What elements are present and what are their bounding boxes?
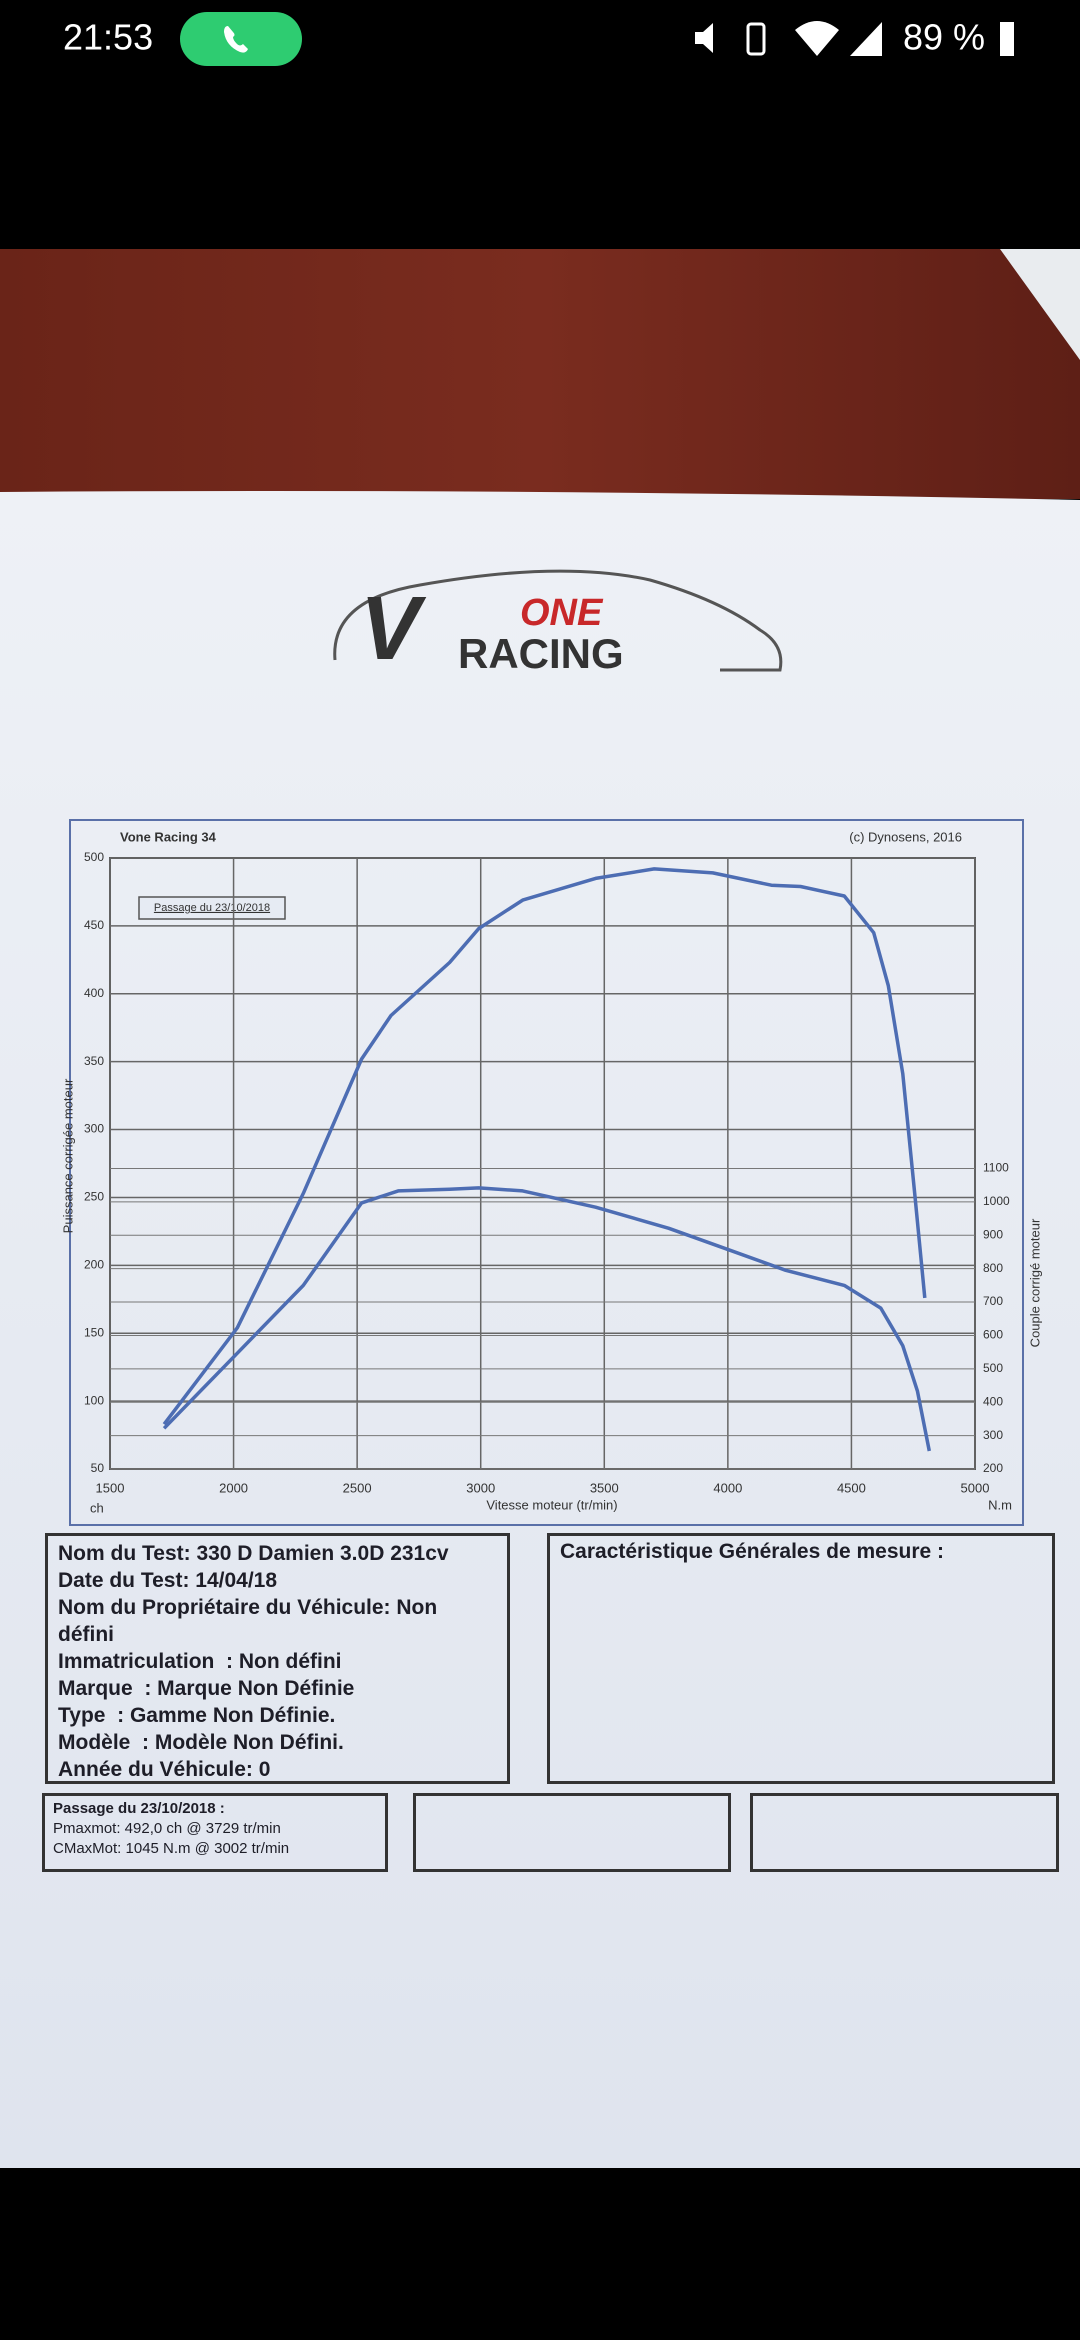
info-line: Année du Véhicule: 0 — [58, 1758, 271, 1781]
y-tick-label: 100 — [84, 1393, 104, 1407]
y2-tick-label: 1000 — [983, 1194, 1010, 1208]
passage-box: Passage du 23/10/2018 : Pmaxmot: 492,0 ch… — [42, 1793, 388, 1872]
info-line: Date du Test: 14/04/18 — [58, 1569, 278, 1592]
x-tick-label: 4500 — [837, 1480, 866, 1495]
logo-racing: RACING — [458, 630, 624, 677]
y-tick-label: 350 — [84, 1054, 104, 1068]
y2-tick-label: 1100 — [983, 1161, 1009, 1175]
y-tick-label: 500 — [84, 850, 104, 864]
info-line: CMaxMot: 1045 N.m @ 3002 tr/min — [53, 1840, 290, 1857]
y-tick-label: 250 — [84, 1190, 104, 1204]
series-line — [162, 1186, 932, 1452]
logo-one: ONE — [520, 592, 604, 634]
y-axis-label: Puissance corrigée moteur — [60, 1078, 75, 1233]
y2-tick-label: 500 — [983, 1361, 1003, 1375]
y2-tick-label: 900 — [983, 1227, 1003, 1241]
info-line: Nom du Test: 330 D Damien 3.0D 231cv — [58, 1542, 449, 1565]
volume-icon — [695, 23, 713, 53]
empty-box — [750, 1793, 1059, 1872]
x-tick-label: 3000 — [466, 1480, 495, 1495]
y2-unit: N.m — [988, 1497, 1012, 1512]
info-line: Nom du Propriétaire du Véhicule: Non déf… — [58, 1596, 444, 1646]
y-tick-label: 450 — [84, 918, 104, 932]
x-axis-label: Vitesse moteur (tr/min) — [486, 1497, 617, 1512]
info-line: Modèle : Modèle Non Défini. — [58, 1731, 344, 1754]
signal-icon — [850, 22, 882, 56]
y-tick-label: 200 — [84, 1258, 104, 1272]
y-tick-label: 50 — [91, 1461, 105, 1475]
y2-axis-label: Couple corrigé moteur — [1027, 1218, 1042, 1347]
logo-car-outline — [333, 569, 783, 672]
vibrate-icon — [746, 22, 766, 56]
wifi-icon — [795, 21, 839, 56]
call-icon — [224, 26, 248, 53]
y2-tick-label: 700 — [983, 1294, 1003, 1308]
paper — [0, 491, 1080, 2168]
x-tick-label: 1500 — [96, 1480, 125, 1495]
battery-icon — [1000, 22, 1014, 56]
x-tick-label: 5000 — [961, 1480, 990, 1495]
x-tick-label: 2000 — [219, 1480, 248, 1495]
info-line: Marque : Marque Non Définie — [58, 1677, 355, 1700]
chart-header-left: Vone Racing 34 — [120, 829, 217, 844]
y-tick-label: 300 — [84, 1122, 104, 1136]
status-battery: 89 % — [903, 17, 985, 58]
chart-frame — [69, 819, 1024, 1526]
photo-cloth — [0, 249, 1080, 499]
y2-tick-label: 200 — [983, 1461, 1003, 1475]
x-tick-label: 4000 — [713, 1480, 742, 1495]
y-tick-label: 150 — [84, 1325, 104, 1339]
info-line: Passage du 23/10/2018 : — [53, 1800, 225, 1817]
x-tick-label: 3500 — [590, 1480, 619, 1495]
chart-header-right: (c) Dynosens, 2016 — [849, 829, 962, 844]
y2-tick-label: 800 — [983, 1261, 1003, 1275]
y2-tick-label: 400 — [983, 1394, 1003, 1408]
y2-tick-label: 600 — [983, 1328, 1003, 1342]
legend-label: Passage du 23/10/2018 — [154, 902, 270, 914]
status-time: 21:53 — [63, 17, 153, 58]
measure-title: Caractéristique Générales de mesure : — [560, 1540, 945, 1563]
legend-box — [138, 896, 286, 920]
series-line — [162, 867, 927, 1426]
y2-tick-label: 300 — [983, 1428, 1003, 1442]
y-unit: ch — [90, 1500, 104, 1515]
empty-box — [413, 1793, 731, 1872]
test-info-box: Nom du Test: 330 D Damien 3.0D 231cv Date… — [45, 1533, 510, 1784]
call-pill[interactable] — [180, 12, 302, 66]
plot: 1500 2000 2500 3000 3500 4000 4500 5000 50 100 150… — [84, 850, 1010, 1495]
photo-corner — [1000, 249, 1080, 360]
x-tick-label: 2500 — [343, 1480, 372, 1495]
y-tick-label: 400 — [84, 986, 104, 1000]
logo-v: V — [360, 579, 427, 679]
measure-box: Caractéristique Générales de mesure : — [547, 1533, 1055, 1784]
info-line: Pmaxmot: 492,0 ch @ 3729 tr/min — [53, 1820, 281, 1837]
info-line: Type : Gamme Non Définie. — [58, 1704, 336, 1727]
info-line: Immatriculation : Non défini — [58, 1650, 342, 1673]
